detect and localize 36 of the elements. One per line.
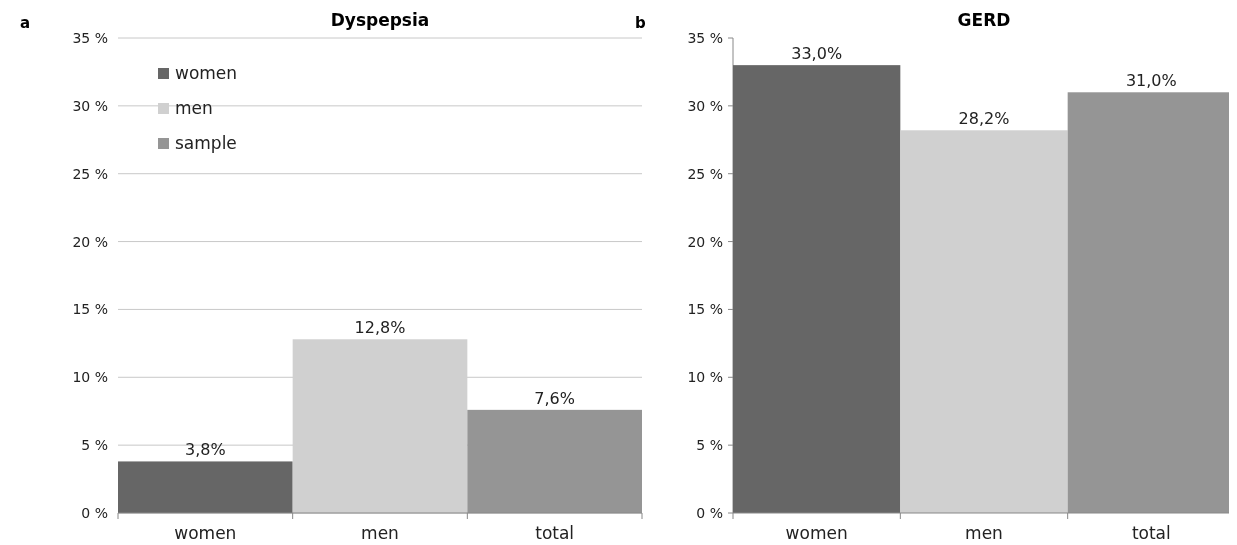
data-label: 28,2% bbox=[958, 109, 1010, 129]
y-tick-label: 0 % bbox=[696, 505, 723, 521]
x-tick-label: total bbox=[1131, 523, 1171, 543]
y-tick-label: 10 % bbox=[72, 369, 108, 386]
x-tick-label: men bbox=[965, 523, 1003, 543]
bar bbox=[733, 65, 901, 513]
y-tick-label: 20 % bbox=[72, 233, 108, 250]
y-tick-label: 35 % bbox=[687, 30, 723, 46]
text: b bbox=[635, 14, 646, 32]
chart-title: GERD bbox=[957, 10, 1011, 30]
x-tick-label: women bbox=[785, 523, 848, 543]
y-tick-label: 10 % bbox=[687, 369, 723, 386]
y-tick-label: 25 % bbox=[72, 165, 108, 182]
data-label: 31,0% bbox=[1125, 71, 1177, 91]
text: a bbox=[20, 14, 31, 32]
chart-title: Dyspepsia bbox=[330, 10, 430, 30]
x-tick-label: women bbox=[174, 523, 237, 543]
legend-label: women bbox=[175, 63, 238, 83]
data-label: 7,6% bbox=[534, 388, 575, 408]
data-label: 3,8% bbox=[185, 440, 226, 460]
y-tick-label: 0 % bbox=[81, 505, 108, 521]
x-tick-label: men bbox=[361, 523, 399, 543]
y-tick-label: 15 % bbox=[72, 301, 108, 318]
y-tick-label: 30 % bbox=[72, 97, 108, 114]
legend-label: men bbox=[175, 98, 213, 118]
x-tick-label: total bbox=[535, 523, 575, 543]
y-tick-label: 25 % bbox=[687, 165, 723, 182]
y-tick-label: 35 % bbox=[72, 30, 108, 46]
data-label: 12,8% bbox=[354, 318, 406, 338]
legend-label: sample bbox=[175, 133, 237, 153]
data-label: 33,0% bbox=[791, 44, 843, 64]
y-tick-label: 20 % bbox=[687, 233, 723, 250]
y-tick-label: 5 % bbox=[696, 437, 723, 454]
y-tick-label: 5 % bbox=[81, 437, 108, 454]
y-tick-label: 30 % bbox=[687, 97, 723, 114]
y-tick-label: 15 % bbox=[687, 301, 723, 318]
